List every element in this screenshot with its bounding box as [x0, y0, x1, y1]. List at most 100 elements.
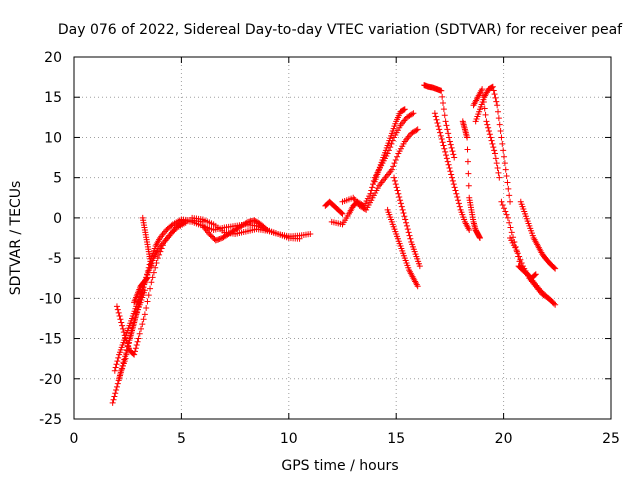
data-marker [153, 259, 160, 266]
data-marker [139, 321, 146, 328]
data-marker [546, 296, 553, 303]
data-marker [464, 134, 471, 141]
data-marker [501, 205, 508, 212]
data-marker [114, 380, 121, 387]
data-marker [409, 111, 416, 118]
data-marker [243, 219, 250, 226]
data-marker [545, 295, 552, 302]
series-track-peak-a [421, 82, 458, 161]
series-track-mid-b [459, 118, 483, 241]
data-marker [443, 155, 450, 162]
data-marker [496, 121, 503, 128]
data-marker [437, 132, 444, 139]
y-tick-label: 20 [44, 50, 62, 66]
data-marker [128, 327, 135, 334]
data-marker [110, 396, 117, 403]
series-track-spur [131, 275, 151, 306]
data-marker [494, 165, 501, 172]
data-marker [121, 356, 128, 363]
data-marker [120, 359, 127, 366]
data-marker [505, 185, 512, 192]
data-marker [123, 346, 130, 353]
data-marker [439, 139, 446, 146]
data-marker [399, 206, 406, 213]
series-track-peak-b [472, 83, 514, 205]
data-marker [405, 229, 412, 236]
data-marker [109, 399, 116, 406]
data-marker [450, 181, 457, 188]
data-marker [504, 214, 511, 221]
data-marker [492, 94, 499, 101]
data-marker [431, 110, 438, 117]
data-marker [388, 166, 395, 173]
data-marker [140, 316, 147, 323]
data-marker [495, 115, 502, 122]
data-marker [450, 151, 457, 158]
data-marker [339, 210, 346, 217]
data-marker [440, 142, 447, 149]
data-marker [489, 140, 496, 147]
y-tick-label: -20 [39, 372, 62, 388]
data-marker [416, 263, 423, 270]
series-track-climb-b [339, 126, 421, 213]
data-marker [464, 158, 471, 165]
data-marker [507, 198, 514, 205]
data-marker [391, 177, 398, 184]
y-tick-label: -25 [39, 412, 62, 428]
data-marker [447, 141, 454, 148]
data-marker [481, 105, 488, 112]
data-marker [391, 174, 398, 181]
data-marker [433, 116, 440, 123]
y-tick-label: 5 [53, 171, 62, 187]
data-marker [407, 235, 414, 242]
data-marker [138, 325, 145, 332]
data-marker [172, 225, 179, 232]
data-marker [210, 234, 217, 241]
data-marker [491, 91, 498, 98]
data-marker [436, 126, 443, 133]
data-marker [445, 161, 452, 168]
ticks: 0 5 10 15 20 25 -25 -20 -15 -10 -5 0 5 10 15 20 [39, 50, 620, 447]
y-tick-label: -5 [48, 251, 62, 267]
data-marker [113, 361, 120, 368]
data-marker [485, 124, 492, 131]
data-marker [438, 87, 445, 94]
data-marker [551, 264, 558, 271]
data-marker [500, 147, 507, 154]
data-marker [503, 211, 510, 218]
data-marker [148, 263, 155, 270]
data-marker [152, 264, 159, 271]
data-marker [117, 316, 124, 323]
data-marker [446, 138, 453, 145]
y-tick-label: 15 [44, 90, 62, 106]
data-marker [112, 390, 119, 397]
x-tick-label: 20 [495, 431, 513, 447]
plot-frame [73, 56, 612, 420]
data-marker [432, 113, 439, 120]
data-marker [132, 345, 139, 352]
data-marker [444, 126, 451, 133]
data-marker [410, 110, 417, 117]
data-marker [443, 122, 450, 129]
data-marker [393, 184, 400, 191]
data-marker [369, 184, 376, 191]
data-marker [128, 330, 135, 337]
data-marker [448, 144, 455, 151]
data-marker [394, 153, 401, 160]
data-marker [390, 163, 397, 170]
data-marker [413, 127, 420, 134]
data-marker [171, 227, 178, 234]
data-marker [451, 184, 458, 191]
data-marker [167, 230, 174, 237]
data-marker [122, 350, 129, 357]
data-marker [208, 233, 215, 240]
data-marker [518, 259, 525, 266]
data-marker [402, 216, 409, 223]
data-marker [508, 229, 515, 236]
data-marker [116, 313, 123, 320]
data-marker [114, 306, 121, 313]
data-marker [492, 155, 499, 162]
data-marker [532, 271, 539, 278]
data-marker [368, 187, 375, 194]
